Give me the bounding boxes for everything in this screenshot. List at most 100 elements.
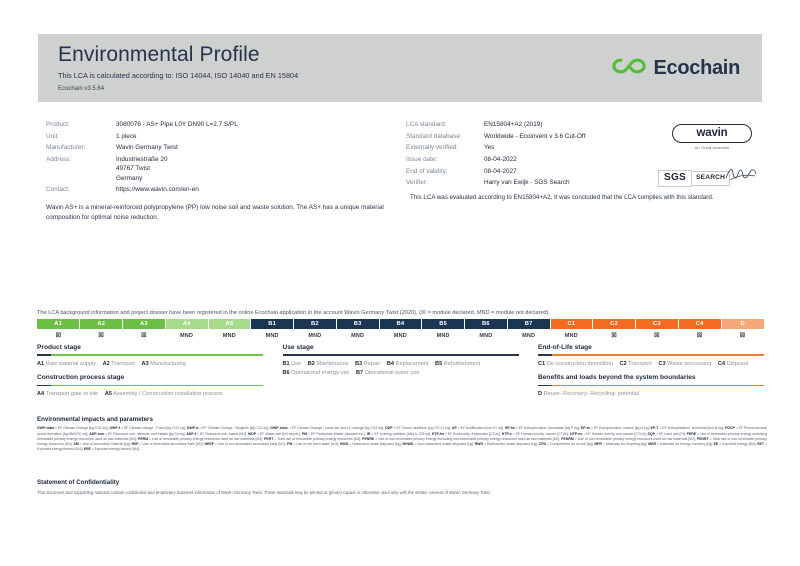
stage-item-code: C2 [619,361,627,367]
stage-item-code: B4 [386,361,394,367]
impact-code: ETP-fw [432,431,444,436]
stage-item-b2: B2 Maintenance [307,361,349,367]
externally-verified-row: Externally verified: Yes [406,143,656,152]
module-header-b4: B4 [379,319,423,329]
ecochain-wordmark: Ecochain [653,56,740,79]
impact-code: GWP-f [109,426,121,431]
module-status-a3: ☒ [122,329,166,342]
module-header-a1: A1 [37,319,81,329]
unit-label: Unit: [46,132,60,140]
module-declared-icon: ☒ [654,332,660,339]
impact-code: GWP-total [37,426,54,431]
externally-verified-value: Yes [484,144,495,152]
stage-item-b7: B7 Operational water use [355,370,420,377]
use-stage-items: B1 Use B2 Maintenance B3 Repair B4 Repla… [283,360,519,378]
stage-item-code: C1 [538,361,546,367]
stage-item-c2: C2 Transport [619,361,652,367]
module-header-c3: C3 [635,319,679,329]
wavin-logo-oval: wavin [672,124,752,143]
lca-standard-label: LCA standard: [406,121,447,128]
module-status-c2: ☒ [592,329,636,342]
impact-code: HTP-nc [570,431,583,436]
environmental-impacts-section: Environmental impacts and parameters GWP… [37,416,767,452]
module-header-b2: B2 [293,319,337,329]
unit-row: Unit: 1 piece [46,132,406,141]
use-stage-title: Use stage [282,344,314,351]
impact-code: SM [73,441,79,446]
impact-code: PENRE [362,436,375,441]
stage-item-a5: A5 Assembly / Construction installation … [104,391,223,398]
construction-stage-title: Construction process stage [37,374,125,382]
module-status-a5: MND [208,329,251,342]
module-status-b4: MND [379,329,422,342]
impact-code: CRU [538,441,547,446]
address-label: Address: [46,156,72,164]
end-of-validity-value: 08-04-2027 [484,167,517,175]
stage-item-d: D Reuse- Recovery- Recycling- potential [538,391,640,398]
wavin-tagline: An Orbia business [694,146,730,150]
module-status-b6: MND [464,329,508,342]
module-declared-icon: ☒ [98,332,104,339]
impact-code: WDP [247,431,257,436]
module-status-b3: MND [336,329,379,342]
end-of-validity-label: End of validity: [406,167,448,175]
address-value: Industriestraße 20 49767 Twist Germany [116,155,168,183]
end-of-validity-row: End of validity: 08-04-2027 [406,167,656,176]
standard-database-label: Standard database: [406,132,462,140]
impact-code: EEE [83,446,91,451]
address-line-1: Industriestraße 20 [116,156,168,164]
module-status-b5: MND [421,329,465,342]
unit-value: 1 piece [116,132,137,140]
logo-column: wavin An Orbia business SGS SEARCH [656,120,757,197]
impact-code: EET [757,441,765,446]
benefits-stage-rule [538,384,764,387]
stage-item-c1: C1 De-construction demolition [538,361,613,367]
impact-code: FW [286,441,293,446]
module-status-c4: ☒ [678,329,721,342]
module-declared-icon: ☒ [55,332,62,339]
impact-code: NHWD [402,441,414,446]
issue-date-label: Issue date: [406,156,438,164]
stage-item-code: B3 [355,361,363,367]
stage-item-b3: B3 Repair [355,361,381,367]
stage-item-code: B1 [282,361,290,367]
contact-url[interactable]: https://www.wavin.com/en-en [116,186,199,194]
impact-code: PM [301,431,308,436]
stage-item-c3: C3 Waste processing [658,361,712,367]
impact-code: EP-fw [505,426,515,431]
verifier-row: Verifier: Harry van Ewijk - SGS Search [406,178,656,187]
module-header-c2: C2 [592,319,636,329]
eol-stage-title: End-of-Life stage [538,344,592,351]
confidentiality-title: Statement of Confidentiality [37,479,120,486]
product-row: Product: 3080076 - AS+ Pipe L0Y DN90 L=2… [46,120,406,129]
infinity-icon [612,57,647,80]
contact-label: Contact: [46,186,70,194]
module-status-a1: ☒ [37,329,80,342]
sgs-wordmark: SGS [658,170,693,187]
stage-item-code: C3 [658,361,666,367]
lca-info-column: LCA standard: EN15804+A2 (2019) Standard… [406,120,656,197]
eol-stage-rule [538,354,764,356]
app-version-label: Ecochain v3.5.64 [58,85,105,92]
impact-code: GWP-b [186,426,199,431]
stage-item-code: A3 [141,361,149,367]
module-status-d: ☒ [721,329,764,342]
product-info-column: Product: 3080076 - AS+ Pipe L0Y DN90 L=2… [46,120,406,197]
impact-code: PERE [686,431,697,436]
stage-item-code: A4 [37,391,45,398]
module-status-row: ☒ ☒ ☒ MND MND MND MND MND MND MND MND MND MND ☒ ☒ ☒ ☒ [37,329,764,342]
module-status-a4: MND [165,329,208,342]
module-declared-icon: ☒ [739,332,746,339]
module-status-c3: ☒ [635,329,679,342]
eol-stage-items: C1 De-construction demolition C2 Transpo… [538,360,764,369]
header-subtitle: This LCA is calculated according to: ISO… [58,71,299,81]
stage-item-code: A1 [37,361,45,367]
product-label: Product: [46,121,70,128]
address-row: Address: Industriestraße 20 49767 Twist … [46,155,406,183]
module-header-a3: A3 [122,319,166,329]
module-declared-icon: ☒ [611,332,617,339]
impact-code: SQP [647,431,655,436]
module-status-b7: MND [507,329,550,342]
impact-code: ODP [384,426,393,431]
